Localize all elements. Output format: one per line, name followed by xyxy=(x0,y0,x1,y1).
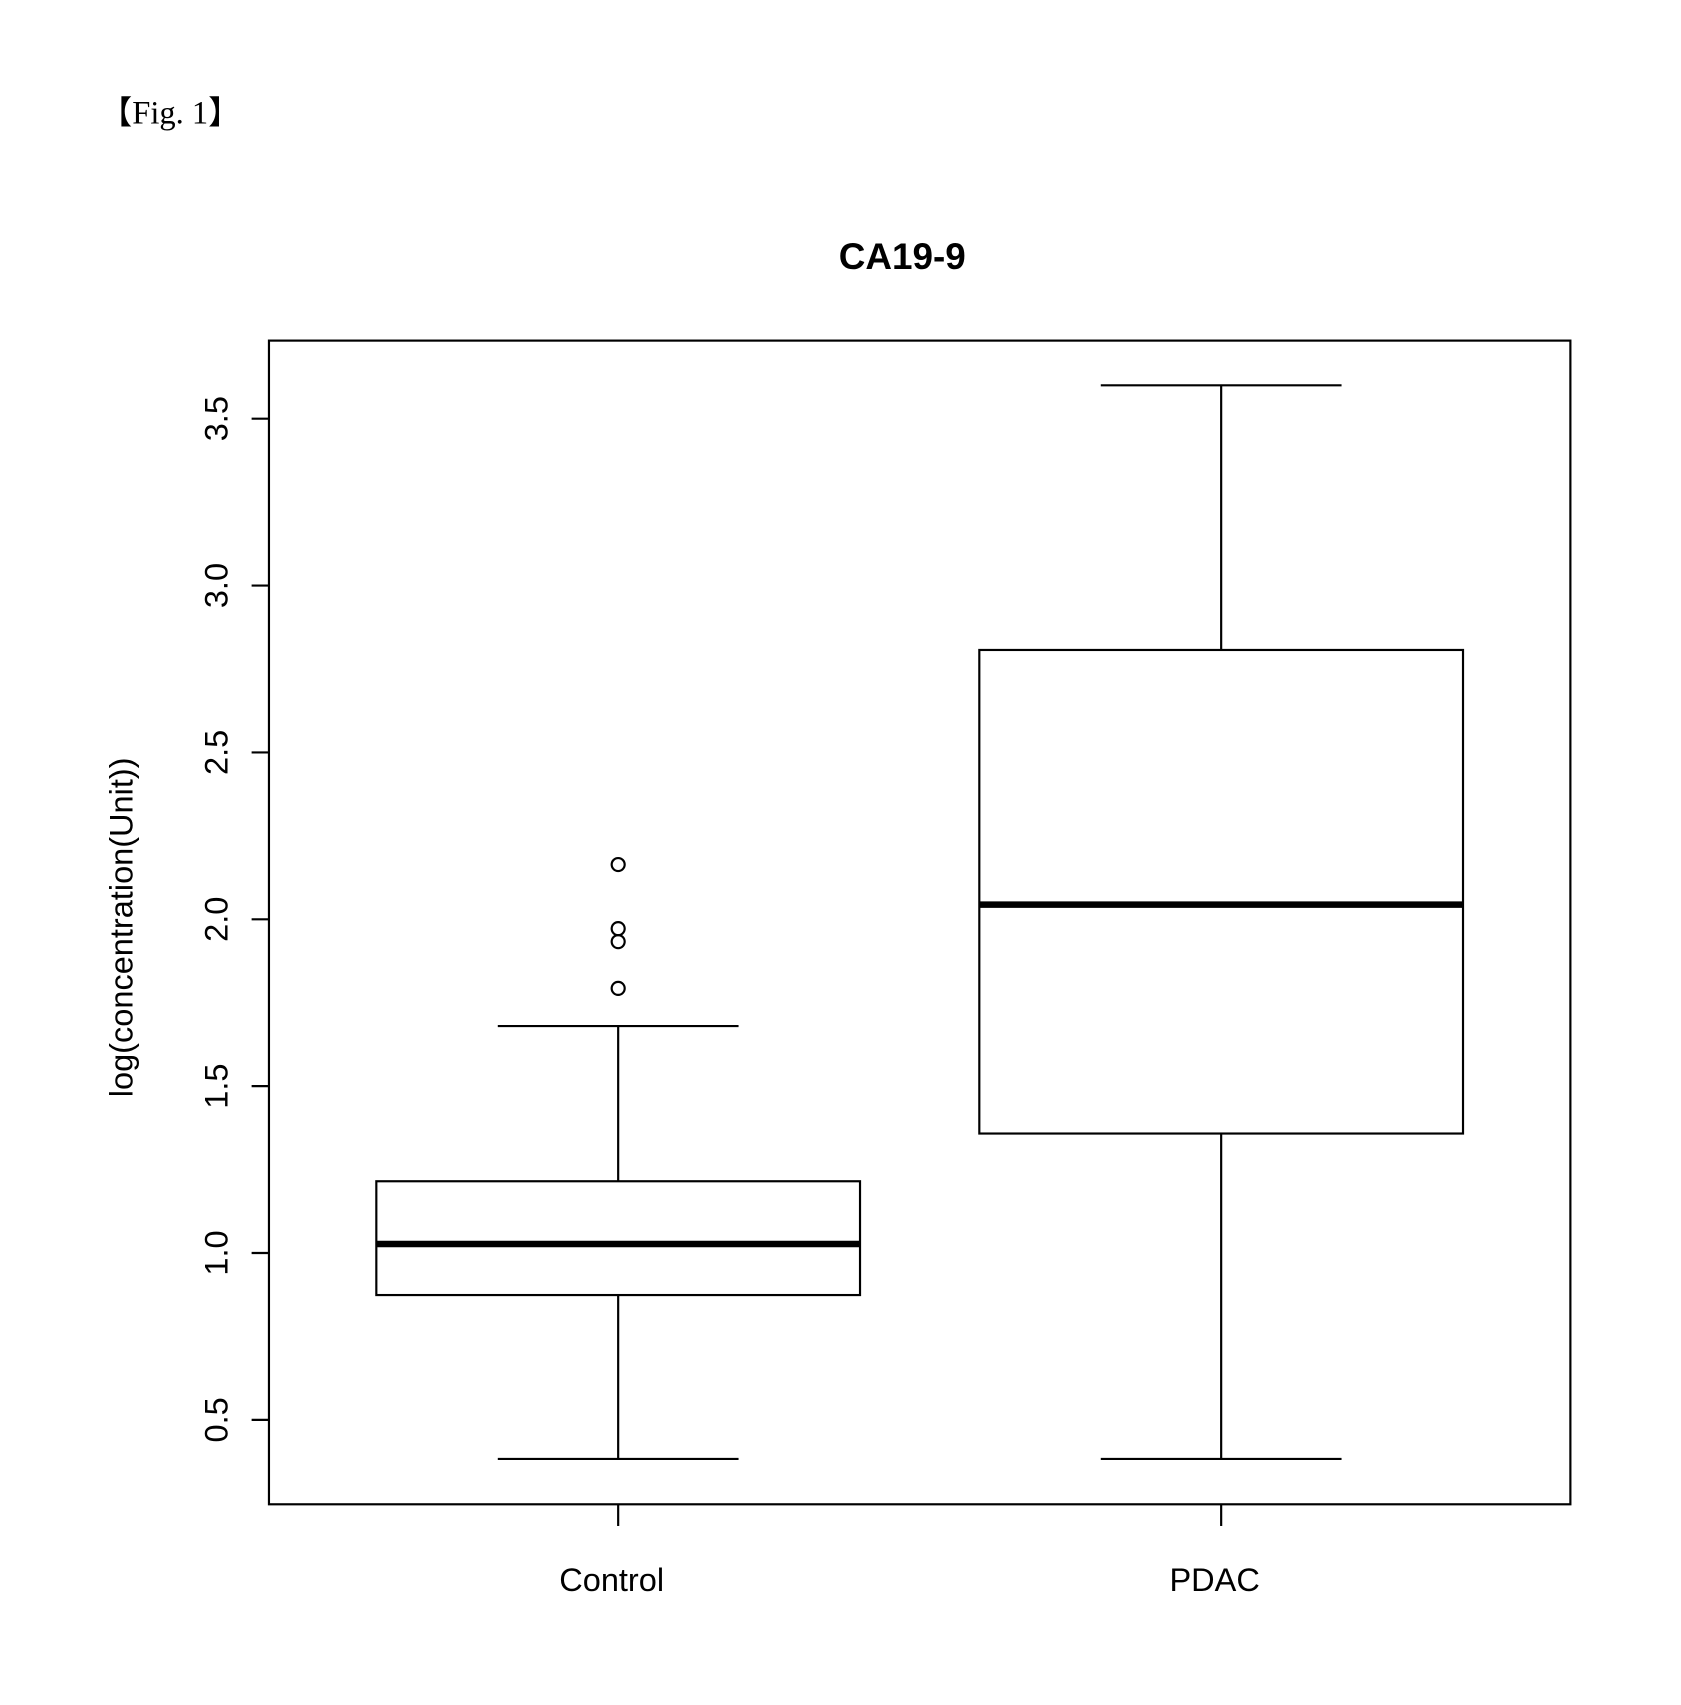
y-axis-label: log(concentration(Unit)) xyxy=(103,757,139,1097)
y-tick-label: 2.5 xyxy=(199,730,235,775)
chart: 【Fig. 1】 CA19-9 log(concentration(Unit))… xyxy=(0,0,1681,1705)
y-tick-label: 3.5 xyxy=(199,396,235,441)
y-tick-label: 0.5 xyxy=(199,1397,235,1442)
x-tick-label: PDAC xyxy=(1169,1562,1259,1598)
chart-title: CA19-9 xyxy=(839,236,966,277)
figure-label: 【Fig. 1】 xyxy=(100,96,241,132)
y-tick-label: 3.0 xyxy=(199,563,235,608)
y-tick-label: 2.0 xyxy=(199,897,235,942)
page: 【Fig. 1】 CA19-9 log(concentration(Unit))… xyxy=(0,0,1681,1705)
y-tick-label: 1.0 xyxy=(199,1230,235,1275)
x-tick-label: Control xyxy=(559,1562,664,1598)
y-tick-label: 1.5 xyxy=(199,1064,235,1109)
